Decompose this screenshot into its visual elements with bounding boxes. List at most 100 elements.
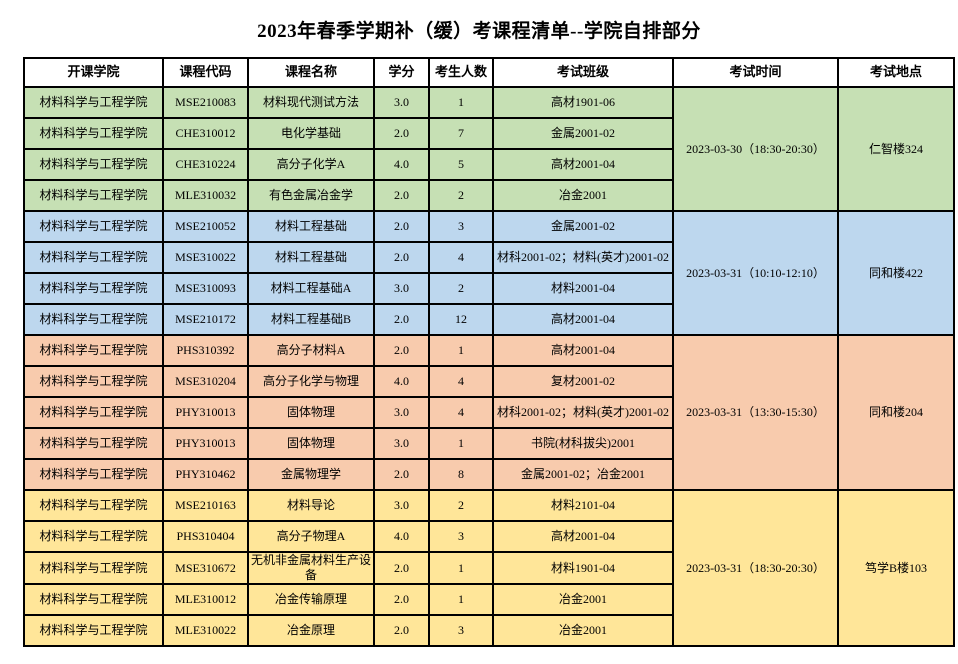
cell-credits: 2.0: [373, 241, 430, 274]
cell-course-name: 金属物理学: [247, 458, 375, 491]
cell-student-count: 2: [428, 179, 494, 212]
cell-course-code: MLE310012: [162, 583, 249, 616]
cell-college: 材料科学与工程学院: [23, 86, 164, 119]
cell-course-code: MSE210052: [162, 210, 249, 243]
cell-course-name: 电化学基础: [247, 117, 375, 150]
cell-credits: 4.0: [373, 520, 430, 553]
cell-credits: 2.0: [373, 303, 430, 336]
cell-course-name: 材料工程基础: [247, 241, 375, 274]
cell-credits: 3.0: [373, 86, 430, 119]
cell-exam-class: 材料2101-04: [492, 489, 674, 522]
cell-student-count: 7: [428, 117, 494, 150]
cell-college: 材料科学与工程学院: [23, 303, 164, 336]
cell-student-count: 4: [428, 396, 494, 429]
cell-course-name: 固体物理: [247, 396, 375, 429]
cell-credits: 4.0: [373, 148, 430, 181]
cell-student-count: 3: [428, 520, 494, 553]
cell-course-name: 有色金属冶金学: [247, 179, 375, 212]
cell-student-count: 1: [428, 86, 494, 119]
col-header-exam-location: 考试地点: [837, 57, 955, 88]
cell-course-code: PHY310462: [162, 458, 249, 491]
cell-exam-class: 金属2001-02: [492, 117, 674, 150]
table-row: 材料科学与工程学院 CHE310224 高分子化学A 4.0 5 高材2001-…: [23, 148, 954, 181]
cell-college: 材料科学与工程学院: [23, 551, 164, 585]
cell-exam-time: 2023-03-31（18:30-20:30）: [672, 489, 839, 647]
col-header-exam-time: 考试时间: [672, 57, 839, 88]
cell-exam-class: 材科2001-02；材料(英才)2001-02: [492, 396, 674, 429]
cell-course-code: MLE310032: [162, 179, 249, 212]
cell-student-count: 1: [428, 427, 494, 460]
cell-student-count: 12: [428, 303, 494, 336]
cell-college: 材料科学与工程学院: [23, 148, 164, 181]
header-row: 开课学院 课程代码 课程名称 学分 考生人数 考试班级 考试时间 考试地点: [23, 57, 955, 88]
cell-course-code: MLE310022: [162, 614, 249, 647]
col-header-college: 开课学院: [23, 57, 164, 88]
cell-college: 材料科学与工程学院: [23, 489, 164, 522]
cell-exam-location: 同和楼204: [837, 334, 955, 491]
cell-college: 材料科学与工程学院: [23, 272, 164, 305]
cell-course-name: 高分子材料A: [247, 334, 375, 367]
cell-college: 材料科学与工程学院: [23, 614, 164, 647]
cell-exam-class: 材科2001-02；材料(英才)2001-02: [492, 241, 674, 274]
cell-exam-class: 材料2001-04: [492, 272, 674, 305]
cell-exam-class: 书院(材科拔尖)2001: [492, 427, 674, 460]
cell-course-code: PHY310013: [162, 396, 249, 429]
cell-student-count: 8: [428, 458, 494, 491]
cell-exam-time: 2023-03-31（13:30-15:30）: [672, 334, 839, 491]
cell-course-name: 冶金原理: [247, 614, 375, 647]
cell-credits: 2.0: [373, 117, 430, 150]
cell-course-code: MSE210083: [162, 86, 249, 119]
cell-student-count: 1: [428, 551, 494, 585]
cell-exam-time: 2023-03-31（10:10-12:10）: [672, 210, 839, 336]
cell-exam-class: 冶金2001: [492, 179, 674, 212]
cell-student-count: 2: [428, 272, 494, 305]
cell-course-code: MSE310672: [162, 551, 249, 585]
col-header-student-count: 考生人数: [428, 57, 494, 88]
page-title: 2023年春季学期补（缓）考课程清单--学院自排部分: [257, 21, 701, 42]
cell-college: 材料科学与工程学院: [23, 334, 164, 367]
cell-exam-class: 高材2001-04: [492, 334, 674, 367]
cell-credits: 3.0: [373, 272, 430, 305]
exam-schedule-table: 开课学院 课程代码 课程名称 学分 考生人数 考试班级 考试时间 考试地点 材料…: [23, 57, 955, 647]
cell-student-count: 3: [428, 210, 494, 243]
col-header-course-name: 课程名称: [247, 57, 375, 88]
cell-course-code: MSE310022: [162, 241, 249, 274]
cell-course-name: 材料现代测试方法: [247, 86, 375, 119]
cell-course-name: 固体物理: [247, 427, 375, 460]
table-row: 材料科学与工程学院 MSE210163 材料导论 3.0 2 材料2101-04…: [23, 489, 955, 647]
cell-course-code: MSE210163: [162, 489, 249, 522]
cell-exam-class: 冶金2001: [492, 614, 674, 647]
cell-course-code: CHE310224: [162, 148, 249, 181]
cell-exam-time: 2023-03-30（18:30-20:30）: [672, 86, 839, 212]
cell-course-name: 冶金传输原理: [247, 583, 375, 616]
cell-college: 材料科学与工程学院: [23, 458, 164, 491]
cell-college: 材料科学与工程学院: [23, 117, 164, 150]
cell-student-count: 4: [428, 241, 494, 274]
cell-college: 材料科学与工程学院: [23, 241, 164, 274]
cell-credits: 2.0: [373, 179, 430, 212]
cell-course-code: MSE310093: [162, 272, 249, 305]
cell-college: 材料科学与工程学院: [23, 365, 164, 398]
cell-credits: 2.0: [373, 334, 430, 367]
cell-college: 材料科学与工程学院: [23, 583, 164, 616]
cell-course-code: PHS310392: [162, 334, 249, 367]
table-row: 材料科学与工程学院 MSE210083 材料现代测试方法 3.0 1 高材190…: [23, 86, 955, 212]
cell-course-name: 材料工程基础A: [247, 272, 375, 305]
cell-course-code: PHY310013: [162, 427, 249, 460]
cell-credits: 2.0: [373, 210, 430, 243]
cell-exam-class: 高材2001-04: [492, 520, 674, 553]
cell-exam-class: 高材2001-04: [492, 303, 674, 336]
table-row: 材料科学与工程学院 MSE310204 高分子化学与物理 4.0 4 复材200…: [23, 365, 954, 398]
cell-exam-location: 笃学B楼103: [837, 489, 955, 647]
cell-college: 材料科学与工程学院: [23, 210, 164, 243]
cell-course-name: 材料工程基础B: [247, 303, 375, 336]
col-header-credits: 学分: [373, 57, 430, 88]
cell-credits: 2.0: [373, 614, 430, 647]
cell-course-code: PHS310404: [162, 520, 249, 553]
cell-credits: 3.0: [373, 396, 430, 429]
table-row: 材料科学与工程学院 PHS310392 高分子材料A 2.0 1 高材2001-…: [23, 334, 955, 491]
cell-student-count: 1: [428, 583, 494, 616]
cell-college: 材料科学与工程学院: [23, 179, 164, 212]
cell-credits: 2.0: [373, 458, 430, 491]
